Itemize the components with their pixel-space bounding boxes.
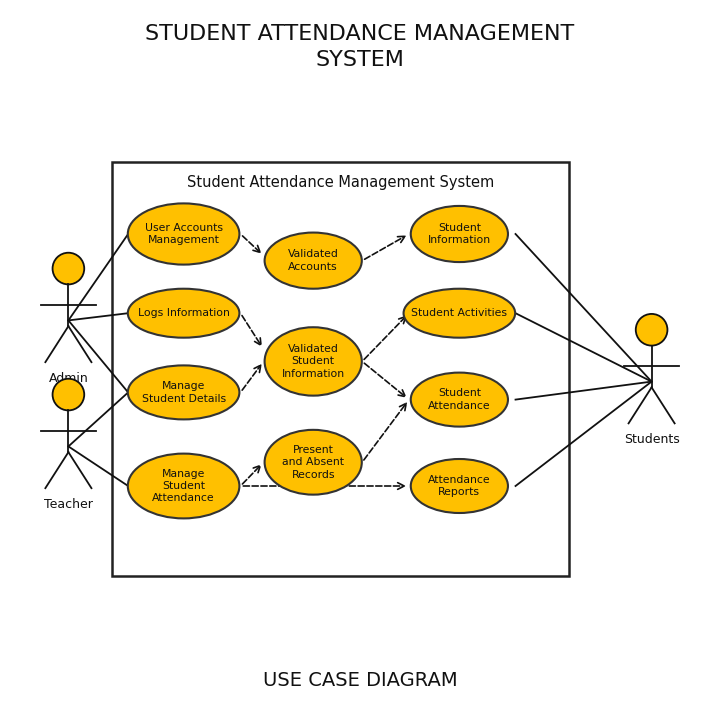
Text: Student
Attendance: Student Attendance <box>428 388 490 411</box>
Text: Manage
Student Details: Manage Student Details <box>142 381 225 404</box>
Text: USE CASE DIAGRAM: USE CASE DIAGRAM <box>263 671 457 690</box>
Text: Teacher: Teacher <box>44 498 93 511</box>
Ellipse shape <box>265 430 362 495</box>
Ellipse shape <box>128 366 239 419</box>
Text: STUDENT ATTENDANCE MANAGEMENT
SYSTEM: STUDENT ATTENDANCE MANAGEMENT SYSTEM <box>145 24 575 70</box>
Text: Validated
Accounts: Validated Accounts <box>288 249 338 272</box>
Text: Student
Information: Student Information <box>428 222 491 246</box>
Text: Logs Information: Logs Information <box>138 308 230 318</box>
Text: Student Activities: Student Activities <box>411 308 508 318</box>
Text: Students: Students <box>624 433 680 446</box>
Text: Student Attendance Management System: Student Attendance Management System <box>186 175 494 190</box>
Ellipse shape <box>410 373 508 426</box>
Ellipse shape <box>128 289 239 338</box>
Ellipse shape <box>265 233 362 289</box>
Ellipse shape <box>265 328 362 396</box>
Text: Admin: Admin <box>48 372 89 385</box>
Ellipse shape <box>410 206 508 262</box>
Circle shape <box>53 253 84 284</box>
Ellipse shape <box>403 289 516 338</box>
Text: Present
and Absent
Records: Present and Absent Records <box>282 445 344 480</box>
Text: Manage
Student
Attendance: Manage Student Attendance <box>153 469 215 503</box>
Text: Validated
Student
Information: Validated Student Information <box>282 344 345 379</box>
Ellipse shape <box>128 204 239 265</box>
Ellipse shape <box>128 454 239 518</box>
Circle shape <box>53 379 84 410</box>
Ellipse shape <box>410 459 508 513</box>
FancyBboxPatch shape <box>112 162 569 576</box>
Text: User Accounts
Management: User Accounts Management <box>145 222 222 246</box>
Circle shape <box>636 314 667 346</box>
Text: Attendance
Reports: Attendance Reports <box>428 474 490 498</box>
